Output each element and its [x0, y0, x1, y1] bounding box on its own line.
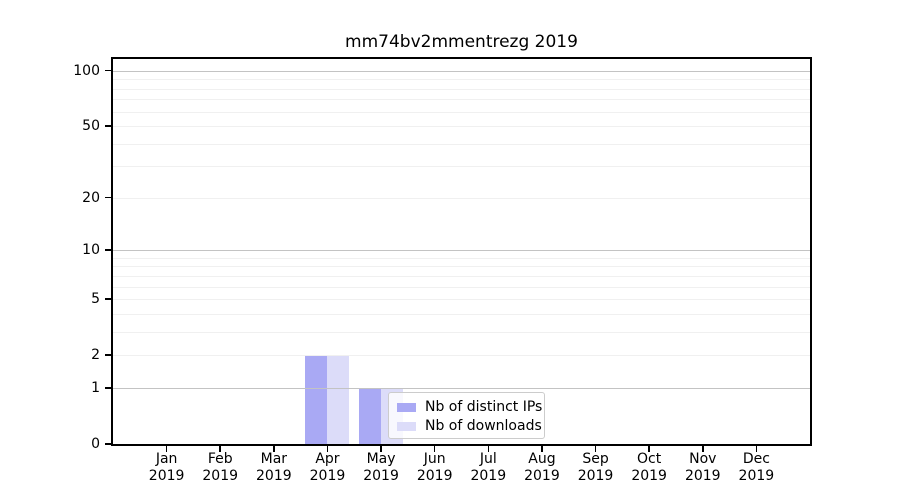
x-tick-month-label: Nov [689, 451, 717, 467]
x-tick-mark [380, 446, 382, 452]
minor-gridline [113, 257, 810, 259]
bar-distinct-ips [359, 387, 382, 444]
minor-gridline [113, 78, 810, 80]
bar-distinct-ips [305, 355, 328, 444]
y-tick-mark [105, 386, 111, 389]
x-tick-year-label: 2019 [631, 468, 667, 484]
x-tick-month-label: Aug [528, 451, 556, 467]
x-tick-year-label: 2019 [577, 468, 614, 484]
y-tick-label: 50 [82, 118, 100, 135]
x-tick-mark [326, 446, 329, 452]
x-tick-mark [541, 446, 543, 452]
x-tick-mark [594, 446, 597, 452]
x-tick-month-label: Feb [207, 451, 233, 467]
x-tick-month-label: May [366, 451, 396, 467]
legend-item-distinct-ips: Nb of distinct IPs [397, 398, 542, 417]
x-tick-year-label: 2019 [524, 468, 560, 484]
legend-item-downloads: Nb of downloads [397, 417, 542, 436]
legend: Nb of distinct IPs Nb of downloads [388, 392, 545, 439]
x-tick-month-label: Mar [260, 451, 288, 467]
x-tick-year-label: 2019 [148, 468, 185, 484]
x-tick-month-label: Sep [582, 451, 609, 467]
major-gridline [113, 249, 810, 251]
minor-gridline [113, 331, 810, 333]
x-tick-mark [433, 446, 436, 452]
x-tick-mark [648, 446, 650, 452]
minor-gridline [113, 88, 810, 90]
x-tick-year-label: 2019 [202, 468, 239, 484]
x-tick-mark [755, 446, 758, 452]
y-tick-mark [105, 249, 111, 251]
x-tick-year-label: 2019 [470, 468, 507, 484]
major-gridline [113, 70, 810, 72]
minor-gridline [113, 298, 810, 300]
x-tick-month-label: Jan [155, 451, 178, 467]
x-tick-year-label: 2019 [738, 468, 775, 484]
x-tick-year-label: 2019 [416, 468, 453, 484]
grid-layer [113, 59, 810, 444]
x-tick-mark [165, 446, 168, 452]
minor-gridline [113, 286, 810, 288]
y-tick-mark [105, 298, 111, 300]
y-tick-label: 1 [91, 379, 100, 396]
x-tick-year-label: 2019 [684, 468, 721, 484]
x-tick-mark [219, 446, 222, 452]
y-tick-label: 100 [73, 62, 100, 79]
x-tick-month-label: Dec [742, 451, 770, 467]
x-tick-month-label: Jun [423, 451, 446, 467]
y-tick-label: 5 [91, 291, 100, 308]
minor-gridline [113, 125, 810, 127]
x-tick-month-label: Oct [637, 451, 662, 467]
y-tick-mark [105, 125, 111, 127]
x-tick-mark [701, 446, 704, 452]
plot-area [111, 57, 812, 446]
legend-label-distinct-ips: Nb of distinct IPs [425, 399, 543, 415]
major-gridline [113, 387, 810, 389]
x-tick-month-label: Apr [315, 451, 340, 467]
y-tick-label: 10 [82, 242, 100, 259]
x-tick-month-label: Jul [479, 451, 497, 467]
legend-swatch-downloads-icon [397, 422, 416, 431]
x-tick-year-label: 2019 [309, 468, 346, 484]
y-tick-label: 0 [91, 436, 100, 452]
minor-gridline [113, 265, 810, 267]
x-tick-mark [273, 446, 275, 452]
y-tick-mark [105, 196, 111, 199]
y-tick-mark [105, 354, 111, 356]
legend-label-downloads: Nb of downloads [425, 418, 542, 434]
bar-downloads [327, 355, 350, 444]
chart-title: mm74bv2mmentrezg 2019 [345, 32, 578, 52]
minor-gridline [113, 143, 810, 145]
y-tick-label: 20 [82, 189, 100, 206]
y-tick-label: 2 [91, 347, 100, 364]
minor-gridline [113, 165, 810, 167]
x-tick-year-label: 2019 [363, 468, 399, 484]
minor-gridline [113, 313, 810, 315]
legend-swatch-distinct-ips-icon [397, 403, 416, 412]
minor-gridline [113, 275, 810, 277]
minor-gridline [113, 354, 810, 356]
x-tick-mark [487, 446, 490, 452]
minor-gridline [113, 197, 810, 199]
x-tick-year-label: 2019 [256, 468, 292, 484]
y-tick-mark [105, 69, 111, 72]
y-tick-mark [105, 443, 111, 445]
minor-gridline [113, 111, 810, 113]
minor-gridline [113, 98, 810, 100]
